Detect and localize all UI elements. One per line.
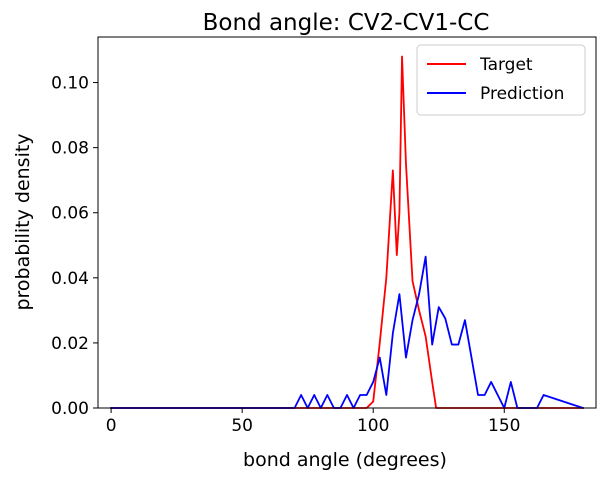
y-tick-label: 0.02 xyxy=(51,334,89,354)
legend-label-prediction: Prediction xyxy=(480,84,564,104)
series-line-target xyxy=(110,55,584,409)
series-line-prediction xyxy=(110,255,585,410)
x-axis-label: bond angle (degrees) xyxy=(243,449,447,471)
y-tick-label: 0.04 xyxy=(51,269,89,289)
y-tick-label: 0.08 xyxy=(51,139,89,159)
x-tick-label: 150 xyxy=(488,416,520,436)
x-tick-label: 50 xyxy=(231,416,253,436)
y-tick-label: 0.10 xyxy=(51,74,89,94)
x-tick-label: 100 xyxy=(357,416,389,436)
legend-label-target: Target xyxy=(479,55,533,75)
y-tick-label: 0.00 xyxy=(51,399,89,419)
y-ticks: 0.00 0.02 0.04 0.06 0.08 0.10 xyxy=(51,74,98,419)
legend: Target Prediction xyxy=(416,44,586,116)
x-ticks: 0 50 100 150 xyxy=(106,408,520,436)
y-tick-label: 0.06 xyxy=(51,204,89,224)
x-tick-label: 0 xyxy=(106,416,117,436)
y-axis-label: probability density xyxy=(12,133,34,310)
plot-lines xyxy=(110,55,585,410)
plot-frame xyxy=(97,36,597,409)
legend-box xyxy=(416,44,586,116)
chart-title: Bond angle: CV2-CV1-CC xyxy=(203,10,490,36)
